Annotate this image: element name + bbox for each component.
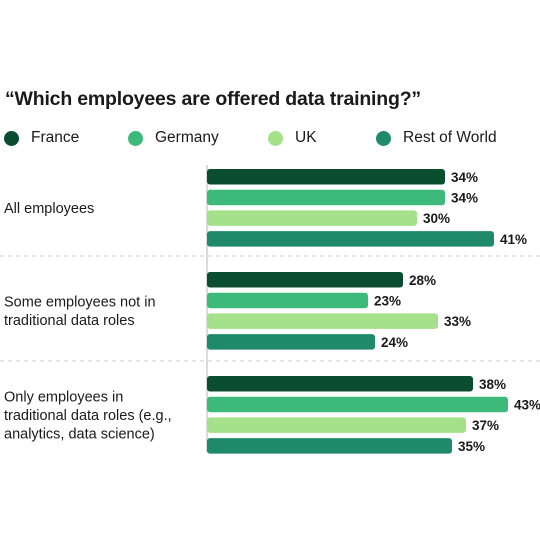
bar xyxy=(207,189,445,206)
category-label: All employees xyxy=(4,201,94,217)
legend-swatch xyxy=(376,130,391,146)
bar xyxy=(207,417,466,433)
data-label: 37% xyxy=(472,418,499,433)
data-label: 23% xyxy=(374,293,401,308)
legend-label: UK xyxy=(295,129,317,146)
bar xyxy=(207,334,375,350)
category-label: Only employees in traditional data roles … xyxy=(4,389,172,442)
bar xyxy=(207,210,417,226)
bar xyxy=(207,292,368,309)
data-label: 34% xyxy=(451,170,478,185)
bar xyxy=(207,272,403,288)
bar xyxy=(207,396,508,413)
data-label: 43% xyxy=(514,397,540,412)
bar xyxy=(207,231,494,247)
legend-item: Rest of World xyxy=(376,128,497,148)
data-label: 38% xyxy=(479,377,506,392)
bar xyxy=(207,438,452,454)
data-label: 30% xyxy=(423,211,450,226)
chart-title: “Which employees are offered data traini… xyxy=(5,88,421,110)
data-label: 34% xyxy=(451,190,478,205)
bar xyxy=(207,313,438,329)
legend: France Germany UK Rest of World xyxy=(4,128,536,148)
legend-swatch xyxy=(268,130,283,146)
legend-swatch xyxy=(4,130,19,146)
bar xyxy=(207,376,473,392)
legend-item: France xyxy=(4,128,79,148)
bar xyxy=(207,169,445,185)
legend-label: France xyxy=(31,129,80,146)
data-label: 35% xyxy=(458,439,485,454)
data-label: 24% xyxy=(381,335,408,350)
legend-swatch xyxy=(128,130,143,146)
category-label: Some employees not in traditional data ro… xyxy=(4,295,156,330)
data-label: 28% xyxy=(409,273,436,288)
legend-item: Germany xyxy=(128,128,219,148)
legend-item: UK xyxy=(268,128,317,148)
data-label: 33% xyxy=(444,314,471,329)
legend-label: Germany xyxy=(155,129,219,146)
legend-label: Rest of World xyxy=(403,129,497,146)
data-label: 41% xyxy=(500,232,527,247)
